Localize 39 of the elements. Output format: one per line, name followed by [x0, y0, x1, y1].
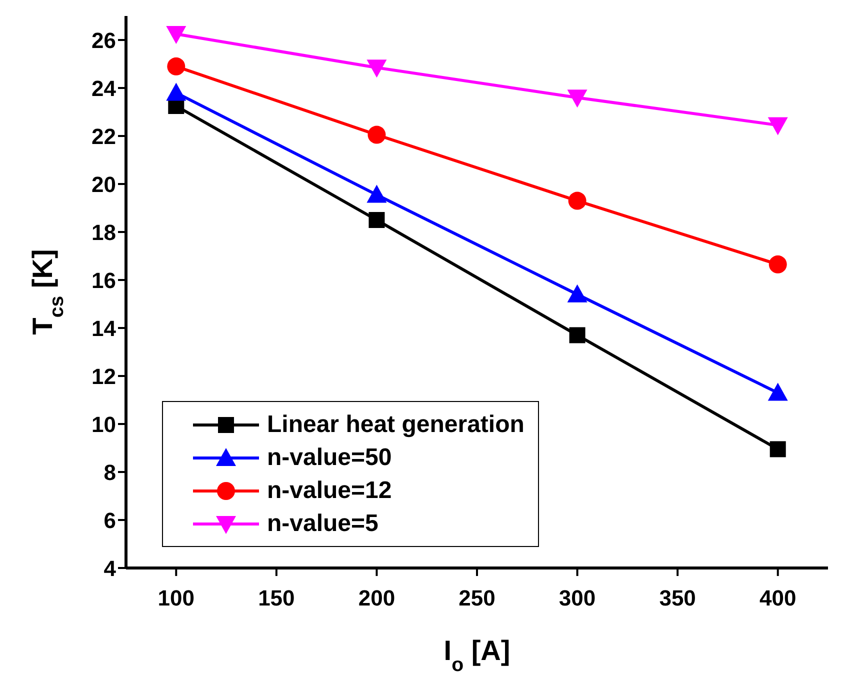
x-tick-label: 300: [558, 586, 596, 611]
point: [768, 255, 787, 274]
y-tick-label: 16: [92, 268, 116, 293]
y-tick-label: 8: [104, 460, 116, 485]
point: [366, 184, 387, 203]
y-tick-label: 18: [92, 220, 116, 245]
x-tick-label: 150: [258, 586, 295, 611]
point: [567, 284, 588, 302]
x-tick-label: 350: [659, 586, 696, 611]
point: [569, 327, 586, 344]
point: [768, 382, 788, 401]
point: [567, 90, 588, 108]
point: [166, 82, 186, 101]
point: [167, 57, 186, 76]
point: [768, 117, 788, 136]
point: [366, 60, 387, 78]
y-tick-label: 10: [92, 412, 116, 437]
x-tick-label: 200: [358, 586, 396, 611]
point: [568, 192, 586, 210]
y-tick-label: 26: [92, 28, 116, 53]
legend-label: Linear heat generation: [267, 410, 524, 438]
y-tick-label: 12: [92, 364, 116, 389]
x-tick-label: 400: [760, 586, 796, 611]
legend-label: n-value=12: [267, 476, 392, 504]
y-tick-label: 22: [92, 124, 116, 149]
legend-label: n-value=5: [267, 510, 378, 538]
point: [368, 212, 385, 228]
y-tick-label: 6: [104, 508, 116, 533]
y-tick-label: 14: [92, 316, 117, 341]
point: [166, 26, 186, 44]
x-axis-title: I$_{o}$ [A]: [444, 635, 510, 676]
point: [368, 126, 386, 144]
point: [770, 441, 786, 458]
legend-label: n-value=50: [267, 444, 392, 472]
y-tick-label: 20: [92, 172, 116, 197]
y-tick-label: 24: [92, 76, 117, 101]
x-tick-label: 250: [458, 586, 496, 611]
y-tick-label: 4: [104, 556, 117, 581]
x-tick-label: 100: [158, 586, 194, 611]
